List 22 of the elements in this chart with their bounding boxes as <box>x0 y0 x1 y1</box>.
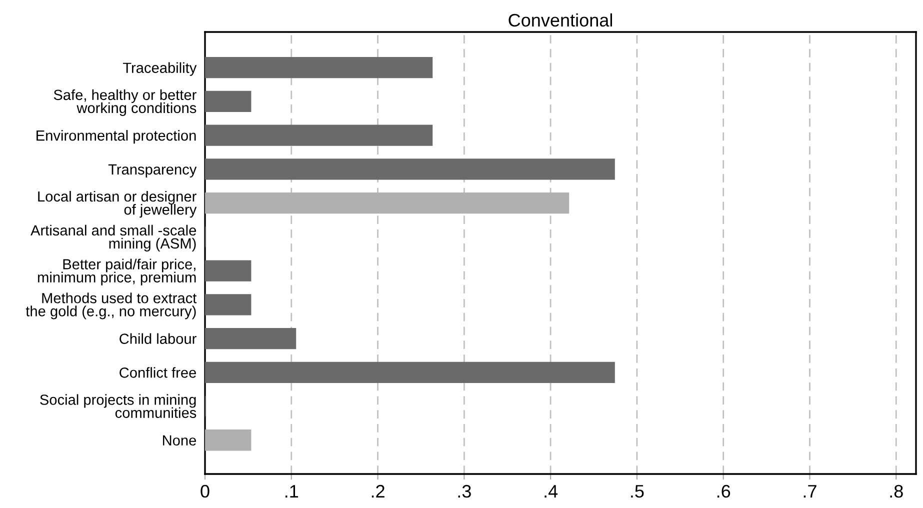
y-tick-label: Traceability <box>122 62 197 76</box>
x-tick-label: .1 <box>286 485 298 498</box>
y-tick-label: Methods used to extract the gold (e.g., no mercury) <box>26 292 197 320</box>
y-tick-label: Transparency <box>108 164 197 178</box>
y-tick-label: Artisanal and small -scale mining (ASM) <box>30 224 196 252</box>
x-tick-label: .7 <box>804 485 816 498</box>
y-tick-label: Environmental protection <box>36 130 196 144</box>
x-tick-label: .6 <box>717 484 730 498</box>
x-tick-label: .2 <box>372 484 384 498</box>
y-tick-label: Child labour <box>120 333 196 344</box>
x-tick-label: .4 <box>544 485 558 498</box>
y-tick-label: Better paid/fair price, minimum price, premium <box>38 258 196 286</box>
x-tick-label: .5 <box>631 485 644 498</box>
y-tick-label: Social projects in mining communities <box>40 394 196 418</box>
y-tick-label: Conflict free <box>120 367 196 378</box>
x-tick-label: .8 <box>890 484 903 498</box>
y-tick-label: Local artisan or designer of jewellery <box>38 190 197 218</box>
y-tick-label: Safe, healthy or better working conditions <box>54 89 196 116</box>
y-tick-label: None <box>163 435 196 446</box>
x-tick-label: .3 <box>458 484 471 498</box>
chart-title: Conventional <box>508 13 612 27</box>
x-tick-label: 0 <box>200 484 210 498</box>
